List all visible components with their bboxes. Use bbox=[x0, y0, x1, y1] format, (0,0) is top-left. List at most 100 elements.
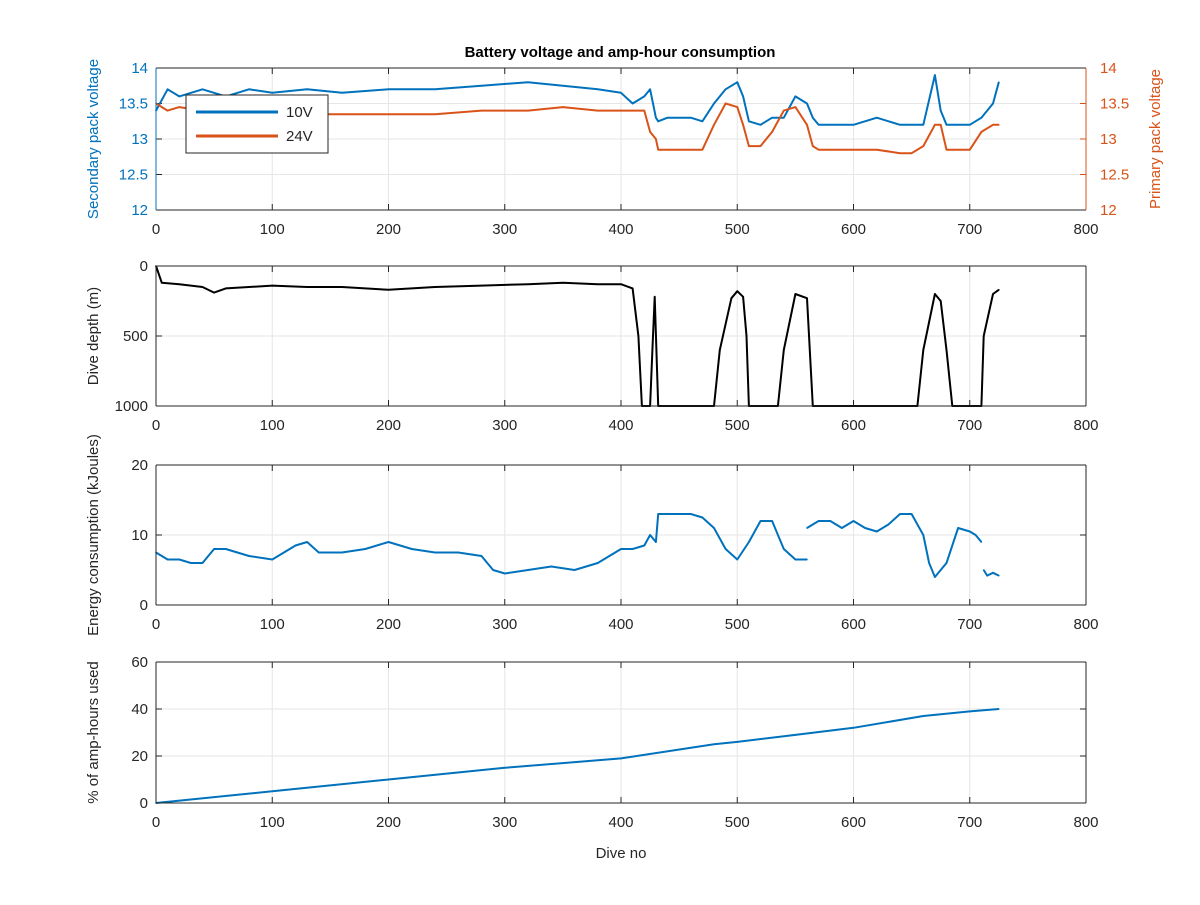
data-point bbox=[876, 116, 878, 119]
series-line-10V bbox=[155, 74, 1000, 126]
data-point bbox=[736, 558, 739, 561]
data-point bbox=[748, 145, 750, 147]
data-point bbox=[527, 569, 529, 571]
data-point bbox=[806, 297, 808, 300]
data-point bbox=[666, 116, 669, 119]
x-tick-label: 300 bbox=[492, 417, 517, 434]
data-point bbox=[899, 124, 901, 126]
data-point bbox=[631, 287, 634, 290]
data-point bbox=[271, 92, 274, 94]
data-point bbox=[190, 562, 192, 564]
data-point bbox=[597, 88, 599, 91]
y-axis-label: Dive depth (m) bbox=[85, 287, 102, 385]
data-point bbox=[992, 572, 994, 574]
data-point bbox=[637, 335, 640, 337]
data-point bbox=[643, 109, 646, 112]
data-point bbox=[736, 106, 739, 108]
data-point bbox=[957, 124, 959, 126]
data-point bbox=[742, 124, 744, 126]
data-point bbox=[992, 293, 994, 295]
data-point bbox=[783, 548, 785, 550]
data-point bbox=[748, 541, 750, 543]
x-tick-label: 500 bbox=[725, 616, 750, 633]
data-point bbox=[899, 513, 901, 515]
series-line-24V bbox=[155, 102, 999, 155]
data-point bbox=[597, 283, 599, 286]
data-point bbox=[759, 520, 762, 522]
data-point bbox=[922, 534, 925, 536]
data-point bbox=[992, 124, 994, 126]
data-point bbox=[631, 109, 634, 112]
data-point bbox=[794, 558, 797, 561]
data-point bbox=[213, 548, 215, 550]
data-point bbox=[934, 576, 936, 578]
data-point bbox=[178, 283, 181, 286]
x-tick-label: 100 bbox=[260, 616, 285, 633]
data-point bbox=[480, 555, 483, 557]
y-axis-label: Secondary pack voltage bbox=[85, 59, 102, 219]
y-tick-label: 0 bbox=[140, 597, 148, 614]
y-tick-label: 12.5 bbox=[119, 167, 148, 184]
x-tick-label: 400 bbox=[608, 221, 633, 238]
data-point bbox=[736, 81, 739, 83]
data-point bbox=[161, 282, 163, 284]
x-tick-label: 100 bbox=[260, 417, 285, 434]
x-axis-label: Dive no bbox=[596, 845, 647, 862]
data-point bbox=[504, 572, 506, 575]
data-point bbox=[666, 513, 669, 515]
data-point bbox=[817, 148, 820, 151]
data-point bbox=[649, 534, 651, 536]
data-point bbox=[306, 88, 308, 91]
data-point bbox=[657, 148, 659, 151]
data-point bbox=[657, 513, 659, 515]
data-point bbox=[812, 116, 814, 119]
data-point bbox=[492, 569, 494, 571]
data-point bbox=[713, 102, 715, 105]
y-axis-label: % of amp-hours used bbox=[85, 661, 102, 804]
data-point bbox=[922, 349, 925, 351]
data-point bbox=[643, 544, 646, 547]
data-point bbox=[434, 113, 436, 115]
data-point bbox=[730, 297, 733, 300]
y-right-tick-label: 13.5 bbox=[1100, 96, 1129, 113]
data-point bbox=[852, 148, 855, 151]
data-point bbox=[852, 727, 855, 729]
data-point bbox=[817, 520, 820, 522]
data-point bbox=[690, 148, 692, 151]
x-tick-label: 800 bbox=[1073, 616, 1098, 633]
data-point bbox=[527, 81, 529, 83]
x-tick-label: 700 bbox=[957, 616, 982, 633]
data-point bbox=[306, 541, 308, 543]
x-tick-label: 100 bbox=[260, 814, 285, 831]
data-point bbox=[852, 520, 855, 522]
x-tick-label: 0 bbox=[152, 221, 160, 238]
data-point bbox=[457, 551, 460, 554]
data-point bbox=[771, 116, 773, 119]
data-point bbox=[876, 148, 878, 151]
data-point bbox=[651, 349, 654, 351]
data-point bbox=[748, 120, 750, 123]
data-point bbox=[783, 116, 785, 119]
series-line-panel4 bbox=[155, 708, 999, 804]
data-point bbox=[945, 562, 948, 564]
data-point bbox=[794, 734, 797, 736]
data-point bbox=[653, 296, 656, 298]
data-point bbox=[434, 286, 436, 288]
data-point bbox=[812, 145, 814, 147]
data-point bbox=[225, 287, 227, 290]
x-tick-label: 700 bbox=[957, 417, 982, 434]
data-point bbox=[341, 113, 343, 115]
data-point bbox=[922, 715, 925, 717]
x-tick-label: 800 bbox=[1073, 221, 1098, 238]
x-tick-label: 400 bbox=[608, 417, 633, 434]
data-point bbox=[745, 335, 748, 337]
data-point bbox=[928, 562, 930, 564]
data-point bbox=[248, 88, 250, 91]
data-point bbox=[713, 124, 715, 126]
legend-label: 24V bbox=[286, 128, 313, 145]
data-point bbox=[166, 558, 169, 561]
data-point bbox=[573, 569, 576, 571]
legend-box bbox=[185, 94, 329, 154]
data-point bbox=[992, 102, 994, 105]
